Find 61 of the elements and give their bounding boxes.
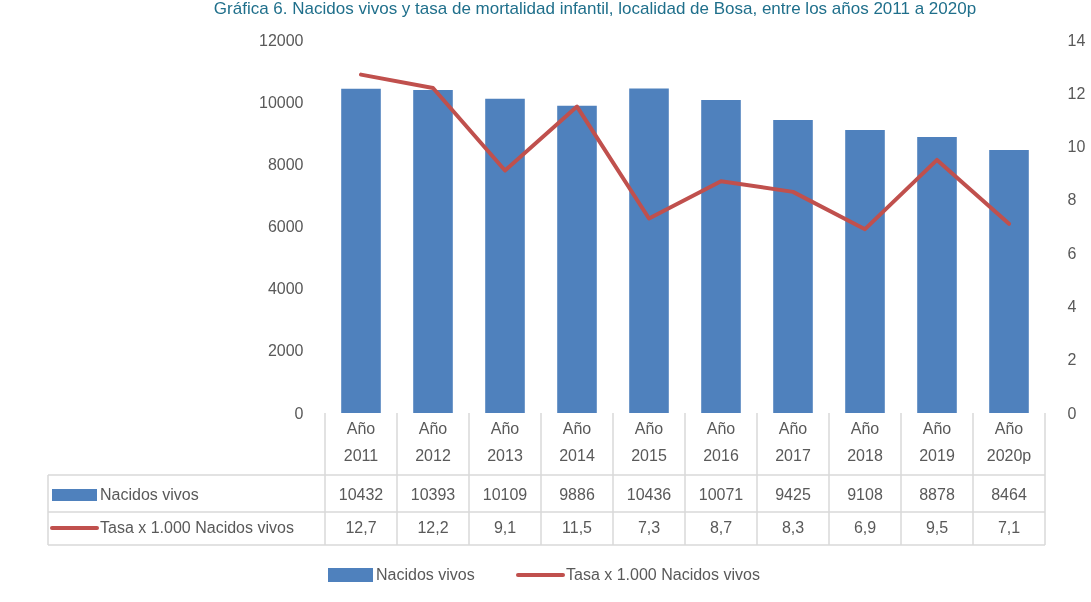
bar xyxy=(773,120,813,413)
data-label: 8,3 xyxy=(781,519,805,536)
bar xyxy=(701,99,741,413)
y2-tick-label: 2 xyxy=(1067,351,1077,369)
data-label: 10432 xyxy=(338,486,384,503)
y-tick-label: 2000 xyxy=(267,342,304,360)
bar xyxy=(629,88,669,413)
y-tick-label: 6000 xyxy=(267,218,304,235)
data-label: 12,7 xyxy=(345,519,377,536)
bar xyxy=(341,88,381,413)
bar xyxy=(845,129,885,413)
data-label: 9425 xyxy=(775,486,811,503)
data-label: 10436 xyxy=(626,486,672,503)
text: Tasa x 1.000 Nacidos vivos xyxy=(566,566,760,583)
legend-label: Nacidos vivos xyxy=(376,566,475,583)
x-tick-label: Año 2020p xyxy=(986,420,1032,464)
data-label: 10109 xyxy=(482,486,528,503)
data-label: 6,9 xyxy=(853,519,877,536)
y2-tick-label: 0 xyxy=(1067,404,1077,422)
y2-tick-label: 14 xyxy=(1067,31,1086,49)
data-label: 8,7 xyxy=(709,519,733,536)
x-tick-label: Año 2014 xyxy=(559,420,595,464)
data-label: 9108 xyxy=(847,486,883,503)
y2-tick-label: 10 xyxy=(1067,138,1086,156)
data-label: 11,5 xyxy=(562,519,593,536)
x-tick-label: Año 2015 xyxy=(631,420,667,464)
x-tick-label: Año 2017 xyxy=(775,420,811,464)
y-tick-label: 4000 xyxy=(267,280,304,298)
text: Nacidos vivos xyxy=(100,486,199,503)
y-tick-label: 0 xyxy=(294,404,304,422)
data-label: 9,1 xyxy=(493,519,517,536)
y-tick-label: 8000 xyxy=(267,155,304,173)
data-label: 10393 xyxy=(410,486,456,503)
y2-tick-label: 6 xyxy=(1067,244,1077,262)
data-label: 8878 xyxy=(919,486,955,503)
bar xyxy=(989,149,1029,413)
chart-title: Gráfica 6. Nacidos vivos y tasa de mortalidad infantil, localidad de Bosa, entre los años 2011 a 2020p xyxy=(213,0,977,18)
y-tick-label: 10000 xyxy=(259,93,304,111)
x-tick-label: Año 2016 xyxy=(703,420,739,464)
x-tick-label: Año 2012 xyxy=(415,420,451,464)
bar xyxy=(917,137,957,413)
legend-label: Tasa x 1.000 Nacidos vivos xyxy=(100,519,294,536)
y-tick-label: 12000 xyxy=(259,31,304,49)
y2-tick-label: 8 xyxy=(1067,191,1077,209)
data-label: 8464 xyxy=(991,486,1027,503)
bar xyxy=(485,98,525,413)
y2-tick-label: 4 xyxy=(1067,297,1077,315)
data-label: 12,2 xyxy=(417,519,449,536)
bar xyxy=(413,89,453,413)
data-label: 9,5 xyxy=(925,519,949,536)
data-label: 10071 xyxy=(698,486,744,503)
x-tick-label: Año 2018 xyxy=(847,420,883,464)
x-tick-label: Año 2013 xyxy=(487,420,523,464)
line-series xyxy=(359,72,1011,232)
data-label: 7,1 xyxy=(997,519,1021,536)
data-label: 9886 xyxy=(559,486,595,503)
x-tick-label: Año 2011 xyxy=(343,420,379,464)
data-label: 7,3 xyxy=(637,519,661,536)
x-tick-label: Año 2019 xyxy=(919,420,955,464)
y2-tick-label: 12 xyxy=(1067,84,1086,102)
bar xyxy=(557,105,597,413)
